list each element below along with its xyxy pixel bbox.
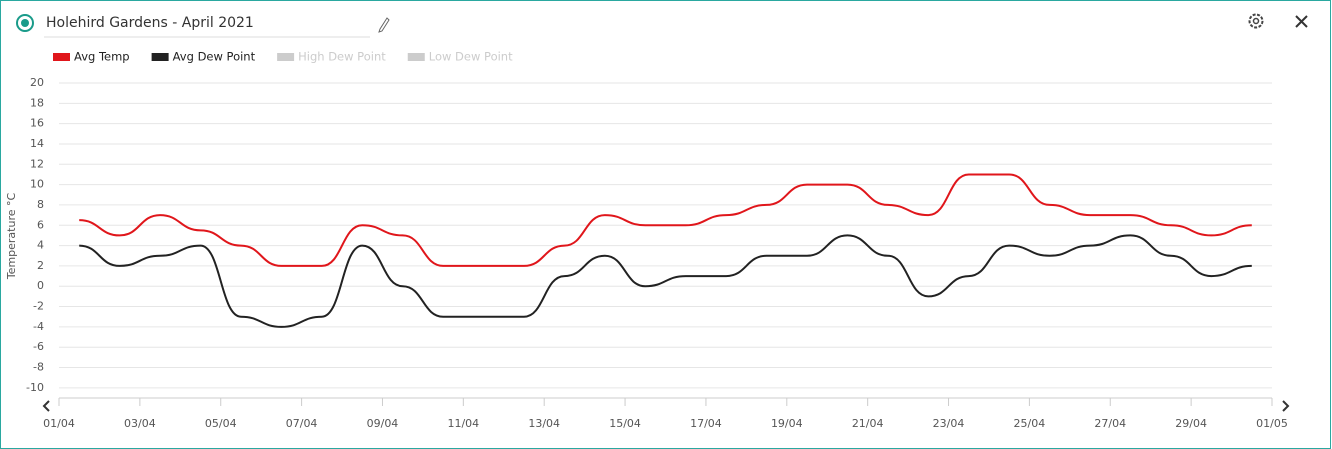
x-tick-label: 03/04 — [124, 417, 156, 430]
y-tick-label: 18 — [30, 96, 44, 109]
series-line — [79, 234, 1252, 328]
settings-icon[interactable] — [1248, 13, 1264, 29]
y-tick-label: 14 — [30, 137, 44, 150]
y-tick-label: 6 — [37, 218, 44, 231]
series-line — [79, 173, 1252, 267]
legend-swatch — [151, 53, 169, 61]
y-tick-label: 0 — [37, 279, 44, 292]
radio-dot — [21, 19, 29, 27]
x-tick-label: 27/04 — [1094, 417, 1126, 430]
edit-icon[interactable] — [378, 17, 390, 33]
x-tick-label: 17/04 — [690, 417, 722, 430]
y-tick-label: 16 — [30, 117, 44, 130]
legend-label: Avg Dew Point — [173, 50, 256, 64]
x-tick-label: 07/04 — [286, 417, 318, 430]
x-tick-label: 01/04 — [43, 417, 75, 430]
y-tick-label: -4 — [33, 320, 44, 333]
x-tick-label: 29/04 — [1175, 417, 1207, 430]
x-tick-label: 15/04 — [609, 417, 641, 430]
legend-label: High Dew Point — [298, 50, 386, 64]
close-icon[interactable] — [1295, 15, 1308, 28]
y-tick-label: 8 — [37, 198, 44, 211]
y-tick-label: -6 — [33, 340, 44, 353]
x-tick-label: 13/04 — [528, 417, 560, 430]
radio[interactable] — [16, 14, 34, 32]
x-tick-label: 11/04 — [447, 417, 479, 430]
legend-swatch — [53, 53, 70, 61]
next-arrow[interactable] — [1282, 400, 1290, 412]
y-tick-label: -8 — [33, 361, 44, 374]
legend-label: Low Dew Point — [429, 50, 513, 64]
x-tick-label: 05/04 — [205, 417, 237, 430]
y-tick-label: 10 — [30, 178, 44, 191]
widget-title: Holehird Gardens - April 2021 — [46, 15, 254, 31]
y-tick-label: 4 — [37, 239, 44, 252]
x-tick-label: 21/04 — [852, 417, 884, 430]
x-tick-label: 25/04 — [1014, 417, 1046, 430]
legend-swatch — [277, 53, 295, 61]
legend-swatch — [407, 53, 425, 61]
legend-label: Avg Temp — [74, 50, 130, 64]
prev-arrow[interactable] — [42, 400, 50, 412]
y-tick-label: 2 — [37, 259, 44, 272]
y-tick-label: 20 — [30, 76, 44, 89]
x-tick-label: 23/04 — [933, 417, 965, 430]
y-tick-label: 12 — [30, 157, 44, 170]
y-axis-label: Temperature °C — [5, 193, 18, 281]
y-tick-label: -10 — [26, 381, 44, 394]
y-tick-label: -2 — [33, 300, 44, 313]
x-tick-label: 19/04 — [771, 417, 803, 430]
x-tick-label: 09/04 — [367, 417, 399, 430]
x-tick-label: 01/05 — [1256, 417, 1288, 430]
